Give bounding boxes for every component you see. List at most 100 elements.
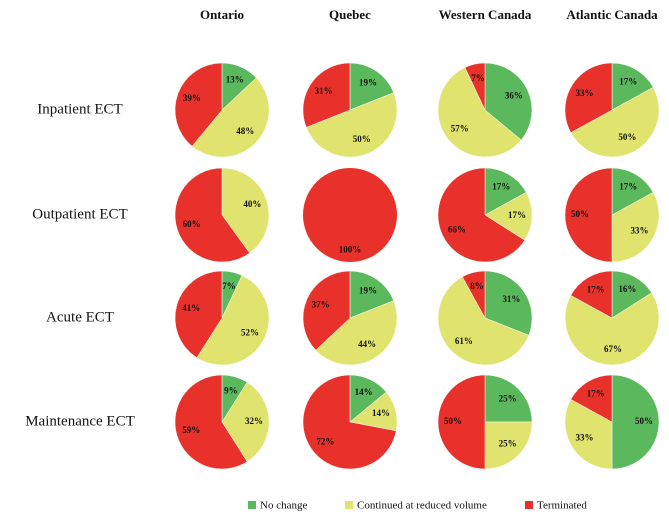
value-label: 17%: [619, 77, 637, 87]
pie-slice: [564, 292, 660, 366]
pie-slice: [484, 62, 533, 141]
value-label: 59%: [182, 425, 200, 435]
row-label: Inpatient ECT: [37, 101, 122, 117]
pie-slice: [437, 374, 486, 470]
pie-slice: [437, 67, 522, 158]
pie-slice: [611, 167, 654, 216]
pie-slice: [196, 275, 270, 366]
value-label: 19%: [359, 78, 377, 88]
value-label: 37%: [312, 299, 330, 309]
row-label: Maintenance ECT: [25, 413, 135, 429]
value-label: 31%: [502, 294, 520, 304]
value-label: 50%: [571, 209, 589, 219]
pie-slice: [564, 399, 613, 470]
value-label: 60%: [183, 219, 201, 229]
pie-slice: [349, 62, 395, 111]
pie-slice: [303, 168, 397, 262]
pie-slice: [174, 374, 248, 470]
pie-slice: [564, 62, 613, 133]
value-label: 52%: [241, 327, 259, 337]
pie-slice: [484, 167, 527, 216]
pie-slice: [611, 192, 660, 263]
value-label: 17%: [619, 182, 637, 192]
value-label: 48%: [236, 126, 254, 136]
value-label: 17%: [508, 210, 526, 220]
legend-label: No change: [260, 500, 307, 512]
legend-label: Continued at reduced volume: [357, 500, 487, 512]
value-label: 7%: [222, 281, 236, 291]
pie-slice: [464, 62, 486, 111]
pie-slice: [174, 167, 250, 263]
pie-slice: [484, 192, 533, 241]
value-label: 14%: [372, 408, 390, 418]
value-label: 50%: [635, 416, 653, 426]
value-label: 33%: [631, 225, 649, 235]
value-label: 67%: [604, 344, 622, 354]
pie-slice: [302, 270, 351, 351]
pie-slice: [221, 167, 270, 254]
pie-slice: [349, 270, 395, 319]
pie-slice: [484, 270, 533, 336]
value-label: 9%: [224, 385, 238, 395]
pie-slice: [570, 87, 660, 158]
pie-slice: [315, 300, 398, 366]
row-label: Outpatient ECT: [32, 206, 127, 222]
value-label: 13%: [226, 75, 244, 85]
value-label: 57%: [451, 124, 469, 134]
value-label: 36%: [505, 90, 523, 100]
pie-slice: [462, 270, 486, 319]
value-label: 16%: [618, 284, 636, 294]
pie-slice: [484, 421, 533, 470]
value-label: 25%: [499, 439, 517, 449]
pie-slice: [302, 62, 351, 128]
value-label: 100%: [339, 244, 362, 254]
value-label: 66%: [448, 224, 466, 234]
value-label: 33%: [575, 432, 593, 442]
pie-slice: [611, 270, 653, 319]
pie-slice: [570, 270, 613, 319]
pie-slice: [191, 77, 270, 158]
column-label: Ontario: [200, 7, 244, 22]
pie-slice: [221, 381, 270, 463]
legend-swatch: [345, 501, 353, 509]
value-label: 50%: [618, 132, 636, 142]
pie-slice: [611, 374, 660, 470]
pie-slice: [174, 62, 223, 147]
pie-slice: [484, 374, 533, 423]
pie-slice: [305, 92, 398, 158]
value-label: 8%: [470, 281, 484, 291]
legend-swatch: [248, 501, 256, 509]
value-label: 17%: [587, 285, 605, 295]
value-label: 41%: [182, 303, 200, 313]
value-label: 19%: [359, 286, 377, 296]
value-label: 7%: [471, 73, 485, 83]
row-label: Acute ECT: [46, 309, 114, 325]
column-label: Western Canada: [439, 7, 532, 22]
legend-swatch: [525, 501, 533, 509]
column-label: Atlantic Canada: [566, 7, 658, 22]
value-label: 17%: [492, 182, 510, 192]
pie-slice: [437, 276, 530, 366]
pie-slice: [174, 270, 223, 359]
value-label: 39%: [183, 93, 201, 103]
pie-slice: [570, 374, 613, 423]
value-label: 25%: [499, 393, 517, 403]
value-label: 44%: [358, 339, 376, 349]
column-label: Quebec: [329, 7, 371, 22]
value-label: 31%: [315, 86, 333, 96]
value-label: 50%: [444, 416, 462, 426]
pie-slice: [611, 62, 654, 111]
value-label: 40%: [243, 199, 261, 209]
pie-slice: [302, 374, 397, 470]
value-label: 61%: [455, 336, 473, 346]
value-label: 33%: [575, 88, 593, 98]
value-label: 14%: [355, 387, 373, 397]
legend-label: Terminated: [537, 500, 587, 512]
value-label: 32%: [245, 416, 263, 426]
value-label: 50%: [353, 134, 371, 144]
value-label: 72%: [316, 436, 334, 446]
value-label: 17%: [587, 389, 605, 399]
pie-slice: [437, 167, 526, 263]
pie-slice: [564, 167, 613, 263]
